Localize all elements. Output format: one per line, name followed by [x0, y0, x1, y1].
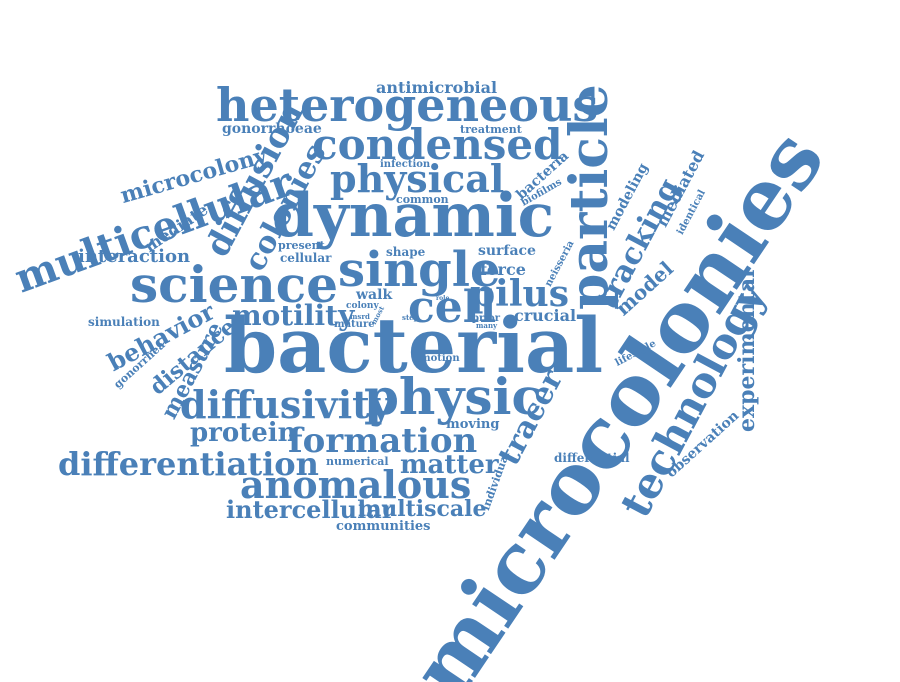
word-moving: moving	[446, 417, 500, 432]
word-protein: protein	[190, 418, 297, 448]
word-cell: cell	[408, 282, 497, 333]
word-step: step	[402, 313, 419, 322]
word-heterogeneous: heterogeneous	[216, 78, 599, 132]
word-gonorrhoeae: gonorrhoeae	[222, 121, 322, 137]
word-physical: physical	[330, 156, 505, 201]
word-role: role	[436, 295, 450, 302]
word-differentiation: differentiation	[58, 445, 319, 483]
word-matter: matter	[400, 450, 499, 480]
word-infection: infection	[380, 159, 431, 170]
word-crucial: crucial	[514, 306, 577, 325]
word-simulation: simulation	[88, 315, 160, 329]
word-interaction: interaction	[78, 246, 191, 267]
word-condensed: condensed	[312, 120, 563, 169]
word-mature: mature	[334, 319, 375, 330]
word-intercellular: intercellular	[226, 495, 395, 524]
word-surface: surface	[478, 243, 536, 259]
word-communities: communities	[336, 519, 431, 534]
word-many: many	[476, 321, 498, 330]
word-numerical: numerical	[326, 455, 389, 468]
word-anomalous: anomalous	[240, 462, 472, 507]
word-formation: formation	[288, 421, 478, 461]
word-common: common	[396, 193, 449, 206]
word-present: present	[278, 239, 325, 252]
word-cellular: cellular	[280, 251, 332, 265]
word-force: force	[480, 260, 526, 279]
word-multiscale: multiscale	[358, 496, 487, 522]
word-science: science	[130, 255, 339, 314]
word-shape: shape	[386, 245, 426, 259]
word-dynamic: dynamic	[272, 181, 555, 251]
word-motility: motility	[232, 299, 355, 332]
word-walk: walk	[356, 287, 393, 303]
word-msrd: msrd	[350, 312, 370, 321]
word-diffusivity: diffusivity	[180, 382, 392, 427]
word-prior: prior	[472, 313, 500, 324]
word-colony: colony	[346, 301, 379, 311]
word-motion: motion	[420, 353, 460, 364]
word-differential: differential	[554, 451, 630, 465]
word-single: single	[338, 242, 501, 298]
word-bacterial: bacterial	[224, 301, 604, 390]
word-physic: physic	[364, 367, 542, 426]
word-treatment: treatment	[460, 123, 522, 136]
word-antimicrobial: antimicrobial	[376, 78, 498, 97]
word-experimental: experimental	[734, 269, 760, 433]
word-pilus: pilus	[470, 273, 569, 315]
